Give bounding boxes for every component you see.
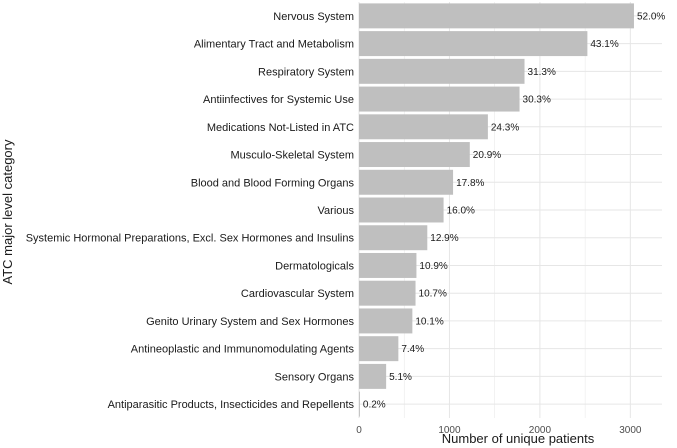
category-label: Systemic Hormonal Preparations, Excl. Se… bbox=[26, 233, 355, 245]
category-label: Antiinfectives for Systemic Use bbox=[203, 94, 354, 106]
value-label: 52.0% bbox=[637, 11, 665, 22]
bar bbox=[359, 391, 360, 417]
category-label: Musculo-Skeletal System bbox=[231, 150, 355, 162]
x-axis-title: Number of unique patients bbox=[442, 431, 595, 446]
value-label: 20.9% bbox=[473, 150, 501, 161]
category-label: Alimentary Tract and Metabolism bbox=[194, 39, 354, 51]
bar bbox=[359, 197, 444, 223]
bar bbox=[359, 114, 488, 140]
bar bbox=[359, 3, 634, 29]
category-label: Cardiovascular System bbox=[241, 288, 354, 300]
bar bbox=[359, 86, 520, 112]
value-label: 17.8% bbox=[456, 178, 484, 189]
category-label: Antineoplastic and Immunomodulating Agen… bbox=[131, 344, 355, 356]
bar bbox=[359, 252, 417, 278]
category-label: Dermatologicals bbox=[275, 260, 354, 272]
category-label: Genito Urinary System and Sex Hormones bbox=[146, 316, 354, 328]
value-label: 43.1% bbox=[590, 39, 618, 50]
bar bbox=[359, 308, 413, 334]
bar bbox=[359, 225, 428, 251]
category-label: Various bbox=[318, 205, 355, 217]
bar bbox=[359, 169, 454, 195]
value-label: 7.4% bbox=[401, 344, 424, 355]
category-label: Antiparasitic Products, Insecticides and… bbox=[108, 399, 355, 411]
bar bbox=[359, 58, 525, 84]
bar bbox=[359, 336, 399, 362]
bar bbox=[359, 280, 416, 306]
value-label: 31.3% bbox=[528, 67, 556, 78]
value-label: 10.9% bbox=[419, 261, 447, 272]
value-label: 24.3% bbox=[491, 122, 519, 133]
value-labels: 52.0% 43.1% 31.3% 30.3% 24.3% 20.9% 17.8% 16.0%… bbox=[363, 11, 666, 410]
category-label: Medications Not-Listed in ATC bbox=[207, 122, 354, 134]
category-label: Respiratory System bbox=[258, 66, 354, 78]
bar bbox=[359, 142, 470, 168]
category-labels: Nervous System Alimentary Tract and Metab… bbox=[26, 11, 355, 411]
value-label: 0.2% bbox=[363, 400, 386, 411]
category-label: Sensory Organs bbox=[275, 371, 355, 383]
value-label: 16.0% bbox=[447, 206, 475, 217]
value-label: 12.9% bbox=[430, 233, 458, 244]
value-label: 30.3% bbox=[523, 95, 551, 106]
x-tick-label: 2000 bbox=[529, 425, 552, 436]
x-tick-label: 3000 bbox=[619, 425, 642, 436]
x-tick-label: 1000 bbox=[438, 425, 461, 436]
x-tick-labels: 0 1000 2000 3000 bbox=[356, 425, 642, 436]
bar bbox=[359, 363, 387, 389]
category-label: Blood and Blood Forming Organs bbox=[191, 177, 355, 189]
bar bbox=[359, 31, 588, 57]
bars bbox=[359, 3, 634, 417]
x-tick-label: 0 bbox=[356, 425, 362, 436]
value-label: 10.7% bbox=[419, 289, 447, 300]
value-label: 5.1% bbox=[389, 372, 412, 383]
y-axis-title: ATC major level category bbox=[0, 139, 15, 284]
category-label: Nervous System bbox=[273, 11, 354, 23]
value-label: 10.1% bbox=[415, 316, 443, 327]
